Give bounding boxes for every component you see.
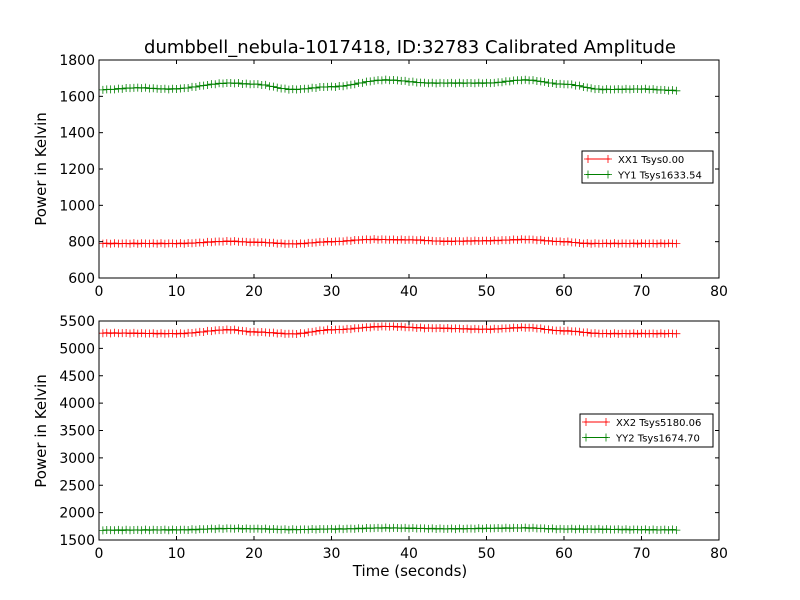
top-series-layer xyxy=(98,75,681,249)
x-tick-label: 10 xyxy=(168,546,186,562)
y-tick-label: 4000 xyxy=(59,396,95,412)
bottom-series-layer xyxy=(98,322,681,535)
y-tick-label: 800 xyxy=(68,235,95,251)
x-tick-label: 50 xyxy=(478,546,496,562)
legend-marker xyxy=(584,155,592,163)
x-tick-label: 70 xyxy=(633,284,651,300)
legend-marker xyxy=(604,155,612,163)
x-tick-label: 60 xyxy=(555,284,573,300)
y-tick-label: 1600 xyxy=(59,89,95,105)
y-tick-label: 1200 xyxy=(59,162,95,178)
series-yy2 xyxy=(98,523,681,535)
y-tick-label: 2500 xyxy=(59,478,95,494)
series-xx2 xyxy=(98,322,681,338)
legend-label: XX1 Tsys0.00 xyxy=(618,155,684,166)
y-tick-label: 5500 xyxy=(59,314,95,330)
x-tick-label: 30 xyxy=(323,284,341,300)
series-markers xyxy=(98,322,681,338)
y-tick-label: 1500 xyxy=(59,533,95,549)
series-markers xyxy=(98,75,681,95)
series-xx1 xyxy=(98,235,681,249)
bottom-ticks: 0 10 20 30 40 50 60 70 80 1500 2000 2500 3000 3500 400… xyxy=(59,314,728,562)
bottom-subplot: 0 10 20 30 40 50 60 70 80 1500 2000 2500 3000 3500 400… xyxy=(32,314,728,580)
legend-marker xyxy=(582,418,590,426)
top-y-axis-label: Power in Kelvin xyxy=(32,112,50,226)
x-tick-label: 20 xyxy=(245,546,263,562)
top-ticks: 0 10 20 30 40 50 60 70 80 600 800 1000 1200 1400 1600 1… xyxy=(59,53,728,300)
x-tick-label: 40 xyxy=(400,284,418,300)
legend-marker xyxy=(582,433,590,442)
x-tick-label: 20 xyxy=(245,284,263,300)
x-tick-label: 80 xyxy=(710,546,728,562)
y-tick-label: 2000 xyxy=(59,506,95,522)
x-tick-label: 0 xyxy=(95,546,104,562)
y-tick-label: 3000 xyxy=(59,451,95,467)
legend-label: XX2 Tsys5180.06 xyxy=(616,418,701,429)
y-tick-label: 4500 xyxy=(59,369,95,385)
x-tick-label: 40 xyxy=(400,546,418,562)
x-axis-label: Time (seconds) xyxy=(352,562,468,580)
x-tick-label: 60 xyxy=(555,546,573,562)
series-yy1 xyxy=(98,75,681,95)
legend-label: YY1 Tsys1633.54 xyxy=(617,171,702,182)
x-tick-label: 10 xyxy=(168,284,186,300)
y-tick-label: 1800 xyxy=(59,53,95,69)
x-tick-label: 50 xyxy=(478,284,496,300)
series-markers xyxy=(98,235,681,249)
series-markers xyxy=(98,523,681,535)
chart-title: dumbbell_nebula-1017418, ID:32783 Calibr… xyxy=(144,37,676,58)
legend-label: YY2 Tsys1674.70 xyxy=(615,434,700,445)
y-tick-label: 600 xyxy=(68,271,95,287)
legend-marker xyxy=(602,418,610,426)
y-tick-label: 1000 xyxy=(59,198,95,214)
x-tick-label: 80 xyxy=(710,284,728,300)
x-tick-label: 0 xyxy=(95,284,104,300)
legend-box xyxy=(579,413,714,448)
y-tick-label: 1400 xyxy=(59,126,95,142)
legend-marker xyxy=(604,170,612,179)
legend-marker xyxy=(602,433,610,442)
x-tick-label: 70 xyxy=(633,546,651,562)
bottom-legend: XX2 Tsys5180.06 YY2 Tsys1674.70 xyxy=(579,413,714,448)
legend-marker xyxy=(584,170,592,179)
y-tick-label: 5000 xyxy=(59,341,95,357)
y-tick-label: 3500 xyxy=(59,424,95,440)
bottom-y-axis-label: Power in Kelvin xyxy=(32,374,50,488)
top-subplot: 0 10 20 30 40 50 60 70 80 600 800 1000 1200 1400 1600 1… xyxy=(32,53,728,300)
x-tick-label: 30 xyxy=(323,546,341,562)
top-legend: XX1 Tsys0.00 YY1 Tsys1633.54 xyxy=(581,150,714,184)
legend-box xyxy=(581,150,714,184)
